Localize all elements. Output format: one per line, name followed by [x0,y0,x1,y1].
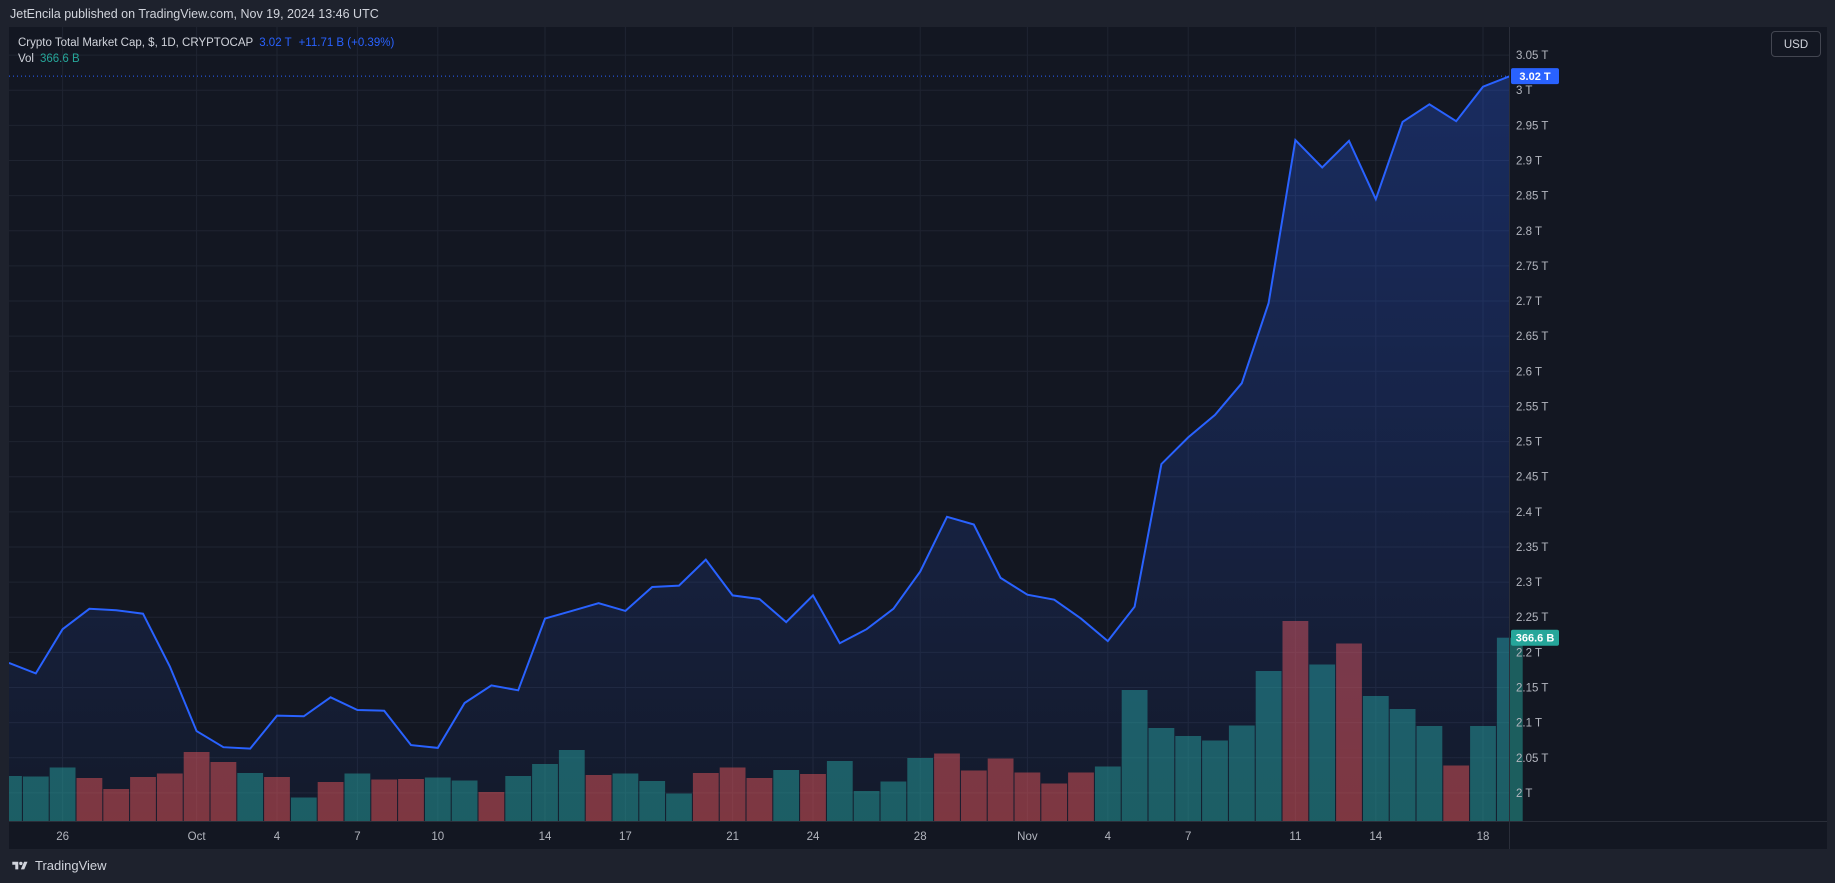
y-tick-label: 3 T [1516,85,1532,97]
x-tick-label: 4 [274,831,281,843]
volume-label: Vol [18,53,34,65]
chart-legend: Crypto Total Market Cap, $, 1D, CRYPTOCA… [18,35,394,67]
volume-legend-row[interactable]: Vol 366.6 B [18,51,394,67]
y-tick-label: 3.05 T [1516,50,1548,62]
y-tick-label: 2.75 T [1516,261,1548,273]
price-area [9,76,1510,821]
y-tick-label: 2.05 T [1516,753,1548,765]
symbol-description: Crypto Total Market Cap, $, 1D, CRYPTOCA… [18,37,254,49]
y-tick-label: 2.45 T [1516,472,1548,484]
x-tick-label: 7 [1185,831,1191,843]
x-tick-label: 14 [539,831,552,843]
currency-button[interactable]: USD [1771,31,1821,57]
axis-badges: 3.02 T 366.6 B [1511,68,1559,646]
y-tick-label: 2.4 T [1516,507,1542,519]
y-tick-label: 2.55 T [1516,401,1548,413]
y-tick-label: 2.2 T [1516,647,1542,659]
last-volume-badge-text: 366.6 B [1516,633,1555,645]
x-tick-label: 11 [1289,831,1301,843]
y-tick-label: 2.9 T [1516,156,1542,168]
tradingview-logo-icon [12,861,28,869]
x-tick-label: Oct [188,831,207,843]
x-tick-label: 21 [726,831,739,843]
chart-frame[interactable]: 3.05 T 3 T 2.95 T 2.9 T 2.85 T 2.8 T 2.75 T 2.7… [9,27,1827,849]
price-chart[interactable]: 3.05 T 3 T 2.95 T 2.9 T 2.85 T 2.8 T 2.75 T 2.7… [9,27,1827,849]
y-tick-label: 2.95 T [1516,120,1548,132]
x-tick-label: 24 [807,831,820,843]
x-tick-label: 4 [1105,831,1112,843]
y-tick-label: 2.65 T [1516,331,1548,343]
time-axis[interactable]: 26 Oct 4 7 10 14 17 21 24 28 Nov 4 7 11 14 18 [56,831,1489,843]
y-tick-label: 2.6 T [1516,366,1542,378]
symbol-legend-row[interactable]: Crypto Total Market Cap, $, 1D, CRYPTOCA… [18,35,394,51]
last-price-badge: 3.02 T [1511,68,1559,85]
last-price-badge-bg [1511,68,1559,85]
y-tick-label: 2.3 T [1516,577,1542,589]
x-tick-label: 28 [914,831,927,843]
volume-value: 366.6 B [40,53,80,65]
y-tick-label: 2.5 T [1516,437,1542,449]
y-tick-label: 2.85 T [1516,191,1548,203]
x-tick-label: 7 [354,831,360,843]
y-tick-label: 2 T [1516,788,1532,800]
last-volume-badge: 366.6 B [1511,629,1559,646]
last-price-badge-text: 3.02 T [1519,71,1550,83]
footer-brand[interactable]: TradingView [10,858,107,873]
y-tick-label: 2.15 T [1516,682,1548,694]
x-tick-label: 14 [1369,831,1382,843]
last-value: 3.02 T [259,37,292,49]
x-tick-label: 17 [619,831,632,843]
x-tick-label: Nov [1017,831,1038,843]
x-tick-label: 26 [56,831,69,843]
y-tick-label: 2.25 T [1516,612,1548,624]
price-change: +11.71 B (+0.39%) [298,37,395,49]
publisher-header: JetEncila published on TradingView.com, … [10,7,379,21]
price-axis[interactable]: 3.05 T 3 T 2.95 T 2.9 T 2.85 T 2.8 T 2.75 T 2.7… [1516,50,1548,800]
last-volume-badge-bg [1511,629,1559,646]
brand-name: TradingView [35,858,107,873]
x-tick-label: 18 [1477,831,1490,843]
y-tick-label: 2.35 T [1516,542,1548,554]
y-tick-label: 2.7 T [1516,296,1542,308]
y-tick-label: 2.8 T [1516,226,1542,238]
x-tick-label: 10 [431,831,444,843]
price-line [9,75,1511,750]
y-tick-label: 2.1 T [1516,718,1542,730]
